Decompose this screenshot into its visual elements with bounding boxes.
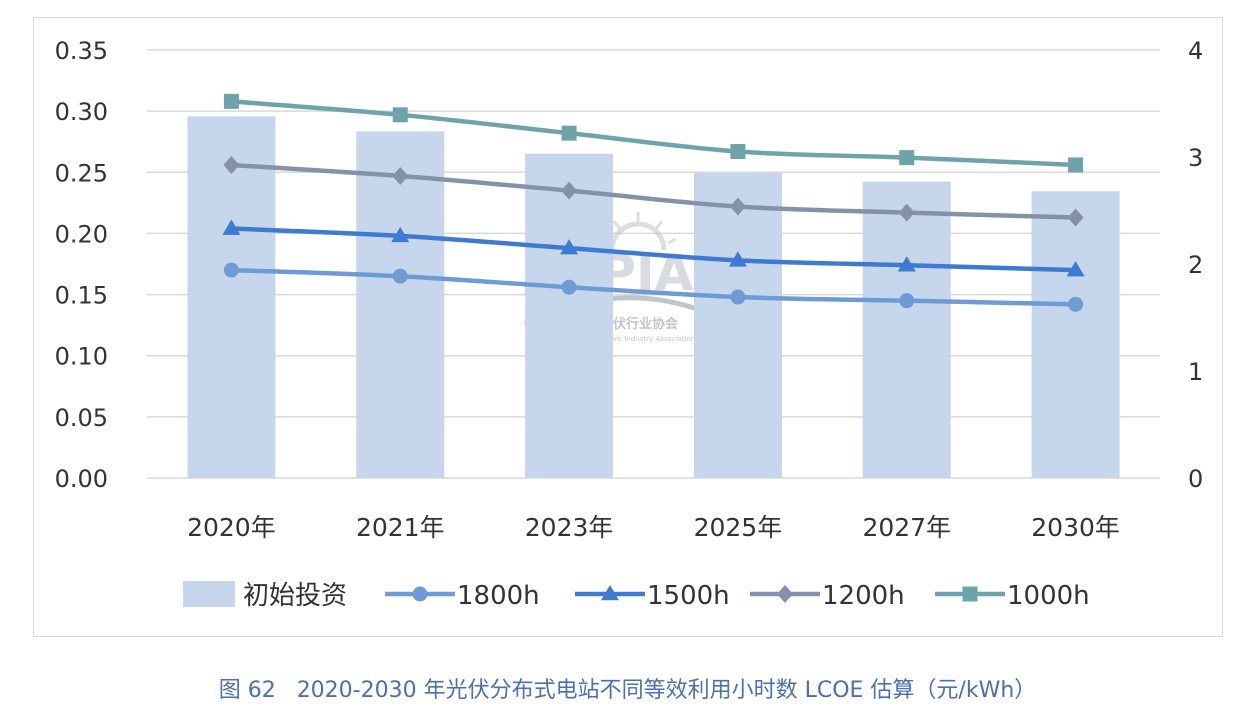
category-labels: 2020年 2021年 2023年 2025年 2027年 2030年 xyxy=(187,513,1120,542)
legend-label: 1200h xyxy=(822,581,905,611)
right-tick-label: 0 xyxy=(1188,465,1203,493)
right-tick-label: 2 xyxy=(1188,251,1203,279)
data-point xyxy=(392,268,408,284)
data-point xyxy=(392,166,409,185)
left-tick-label: 0.30 xyxy=(55,98,108,126)
data-point xyxy=(222,219,241,235)
data-point xyxy=(601,585,619,601)
data-point xyxy=(899,150,915,166)
line-series xyxy=(222,93,1085,312)
legend-label: 1500h xyxy=(647,581,730,611)
category-label: 2020年 xyxy=(187,513,276,542)
left-tick-label: 0.25 xyxy=(55,159,108,187)
data-point xyxy=(897,256,916,272)
legend-label: 1000h xyxy=(1007,581,1090,611)
category-label: 2027年 xyxy=(862,513,951,542)
series-1500h xyxy=(222,219,1085,277)
data-point xyxy=(1066,261,1085,277)
data-point xyxy=(561,125,577,141)
data-point xyxy=(728,251,747,267)
data-point xyxy=(1068,157,1084,173)
right-tick-label: 1 xyxy=(1188,358,1203,386)
left-tick-label: 0.35 xyxy=(55,37,108,65)
data-point xyxy=(777,585,793,603)
data-point xyxy=(561,181,578,200)
right-tick-label: 4 xyxy=(1188,37,1203,65)
series-1200h xyxy=(223,155,1084,227)
data-point xyxy=(1067,208,1084,227)
figure-caption: 图 62 2020-2030 年光伏分布式电站不同等效利用小时数 LCOE 估算… xyxy=(0,672,1255,704)
data-point xyxy=(899,293,915,309)
right-tick-label: 3 xyxy=(1188,144,1203,172)
data-point xyxy=(560,239,579,255)
series-line xyxy=(231,162,1076,220)
data-point xyxy=(223,262,239,278)
data-point xyxy=(729,197,746,216)
left-axis-ticks: 0.00 0.05 0.10 0.15 0.20 0.25 0.30 0.35 xyxy=(55,37,108,493)
right-axis-ticks: 0 1 2 3 4 xyxy=(1188,37,1203,493)
legend-label: 初始投资 xyxy=(243,581,347,611)
legend-label: 1800h xyxy=(457,581,540,611)
bar-series xyxy=(187,116,1120,479)
bar xyxy=(356,131,445,478)
left-tick-label: 0.20 xyxy=(55,220,108,248)
data-point xyxy=(392,107,408,123)
data-point xyxy=(1068,296,1084,312)
data-point xyxy=(561,279,577,295)
left-tick-label: 0.10 xyxy=(55,343,108,371)
legend-swatch xyxy=(183,581,235,607)
series-line xyxy=(231,226,1076,273)
series-line xyxy=(231,267,1076,307)
bar xyxy=(862,181,951,479)
data-point xyxy=(412,586,428,602)
category-label: 2025年 xyxy=(694,513,783,542)
caption-text: 2020-2030 年光伏分布式电站不同等效利用小时数 LCOE 估算（元/kW… xyxy=(296,678,1037,703)
data-point xyxy=(730,143,746,159)
series-1800h xyxy=(223,262,1084,312)
data-point xyxy=(223,93,239,109)
watermark-en-text: China Photovoltaic Industry Association xyxy=(557,335,696,343)
data-point xyxy=(898,203,915,222)
left-tick-label: 0.05 xyxy=(55,404,108,432)
data-point xyxy=(223,155,240,174)
category-label: 2030年 xyxy=(1031,513,1120,542)
data-point xyxy=(962,586,978,602)
series-line xyxy=(231,99,1076,168)
data-point xyxy=(730,289,746,305)
category-label: 2023年 xyxy=(525,513,614,542)
bar xyxy=(525,153,614,479)
legend: 初始投资 1800h 1500h 1200h 1000h xyxy=(183,581,1090,611)
data-point xyxy=(391,226,410,243)
left-tick-label: 0.15 xyxy=(55,282,108,310)
category-label: 2021年 xyxy=(356,513,445,542)
series-1000h xyxy=(223,93,1084,173)
bar xyxy=(187,116,276,478)
left-tick-label: 0.00 xyxy=(55,465,108,493)
caption-figure-number: 图 62 xyxy=(218,678,276,703)
bar xyxy=(693,173,782,479)
bar xyxy=(1031,191,1120,479)
